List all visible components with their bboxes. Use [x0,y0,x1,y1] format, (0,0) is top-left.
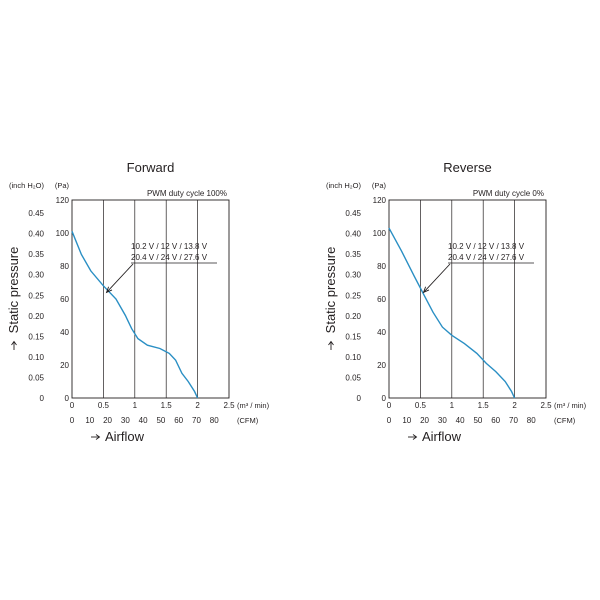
y2-tick-label: 0 [357,394,362,403]
y-unit-pa: (Pa) [372,181,387,190]
x2-tick-label: 50 [156,416,165,425]
x-tick-label: 0 [387,401,392,410]
y-tick-label: 40 [60,328,69,337]
y2-tick-label: 0.25 [28,291,44,300]
x-tick-label: 1 [450,401,455,410]
y-tick-label: 60 [377,295,386,304]
y-tick-label: 120 [373,196,387,205]
y2-tick-label: 0.30 [345,271,361,280]
x2-tick-label: 30 [121,416,130,425]
y-unit-inch-h2o: (inch H₂O) [326,181,362,190]
y2-tick-label: 0.25 [345,291,361,300]
y2-tick-label: 0.40 [345,230,361,239]
y2-tick-label: 0.20 [28,312,44,321]
x2-tick-label: 40 [139,416,148,425]
y2-tick-label: 0.15 [28,332,44,341]
voltage-label: 10.2 V / 12 V / 13.8 V [131,242,208,251]
x-tick-label: 2 [195,401,200,410]
arrowhead [422,286,430,294]
callout-arrow [423,263,451,293]
x-axis-label: Airflow [105,429,145,444]
y-tick-label: 40 [377,328,386,337]
y2-tick-label: 0.10 [28,353,44,362]
x2-tick-label: 80 [210,416,219,425]
y-tick-label: 20 [377,361,386,370]
x-tick-label: 2.5 [223,401,235,410]
x2-tick-label: 0 [387,416,392,425]
x-unit-m3min: (m³ / min) [554,401,587,410]
y-tick-label: 0 [65,394,70,403]
chart-title: Forward [127,160,175,175]
y2-tick-label: 0.05 [28,373,44,382]
y2-tick-label: 0.05 [345,373,361,382]
voltage-label: 20.4 V / 24 V / 27.6 V [131,253,208,262]
x-tick-label: 1.5 [161,401,173,410]
ylabel-arrowhead [11,340,17,346]
x-tick-label: 1 [133,401,138,410]
y2-tick-label: 0.45 [345,209,361,218]
chart-reverse: Reverse(Pa)(inch H₂O)02040608010012000.0… [323,160,587,444]
x2-tick-label: 70 [509,416,518,425]
y-tick-label: 80 [377,262,386,271]
x-axis-label: Airflow [422,429,462,444]
x-tick-label: 2.5 [540,401,552,410]
y-tick-label: 80 [60,262,69,271]
x2-tick-label: 80 [527,416,536,425]
x-unit-m3min: (m³ / min) [237,401,270,410]
y-tick-label: 120 [56,196,70,205]
x2-tick-label: 0 [70,416,75,425]
x-unit-cfm: (CFM) [554,416,576,425]
y-unit-inch-h2o: (inch H₂O) [9,181,45,190]
callout-arrow [106,263,134,293]
y-axis-label: Static pressure [6,247,21,334]
x2-tick-label: 70 [192,416,201,425]
plot-frame [71,199,230,399]
y-unit-pa: (Pa) [55,181,70,190]
x-tick-label: 0 [70,401,75,410]
static-pressure-curve [388,227,516,399]
plot-frame [388,199,547,399]
x-tick-label: 0.5 [415,401,427,410]
y2-tick-label: 0.35 [345,250,361,259]
y-tick-label: 0 [382,394,387,403]
y2-tick-label: 0.15 [345,332,361,341]
x-tick-label: 0.5 [98,401,110,410]
x2-tick-label: 10 [85,416,94,425]
x-unit-cfm: (CFM) [237,416,259,425]
x2-tick-label: 20 [420,416,429,425]
y-tick-label: 20 [60,361,69,370]
x2-tick-label: 60 [174,416,183,425]
y-tick-label: 100 [373,229,387,238]
chart-forward: Forward(Pa)(inch H₂O)02040608010012000.0… [6,160,270,444]
x-tick-label: 1.5 [478,401,490,410]
y-tick-label: 100 [56,229,70,238]
y2-tick-label: 0.45 [28,209,44,218]
pwm-annotation: PWM duty cycle 0% [473,189,544,198]
xlabel-arrowhead [412,434,418,440]
x2-tick-label: 10 [402,416,411,425]
static-pressure-curve [71,231,199,399]
x2-tick-label: 20 [103,416,112,425]
y2-tick-label: 0.20 [345,312,361,321]
y2-tick-label: 0.10 [345,353,361,362]
y-tick-label: 60 [60,295,69,304]
pwm-annotation: PWM duty cycle 100% [147,189,227,198]
arrowhead [105,286,113,294]
y-axis-label: Static pressure [323,247,338,334]
x2-tick-label: 30 [438,416,447,425]
y2-tick-label: 0 [40,394,45,403]
x2-tick-label: 50 [473,416,482,425]
x-tick-label: 2 [512,401,517,410]
x2-tick-label: 40 [456,416,465,425]
y2-tick-label: 0.35 [28,250,44,259]
voltage-label: 20.4 V / 24 V / 27.6 V [448,253,525,262]
xlabel-arrowhead [95,434,101,440]
y2-tick-label: 0.30 [28,271,44,280]
ylabel-arrowhead [328,340,334,346]
chart-title: Reverse [443,160,491,175]
x2-tick-label: 60 [491,416,500,425]
y2-tick-label: 0.40 [28,230,44,239]
voltage-label: 10.2 V / 12 V / 13.8 V [448,242,525,251]
